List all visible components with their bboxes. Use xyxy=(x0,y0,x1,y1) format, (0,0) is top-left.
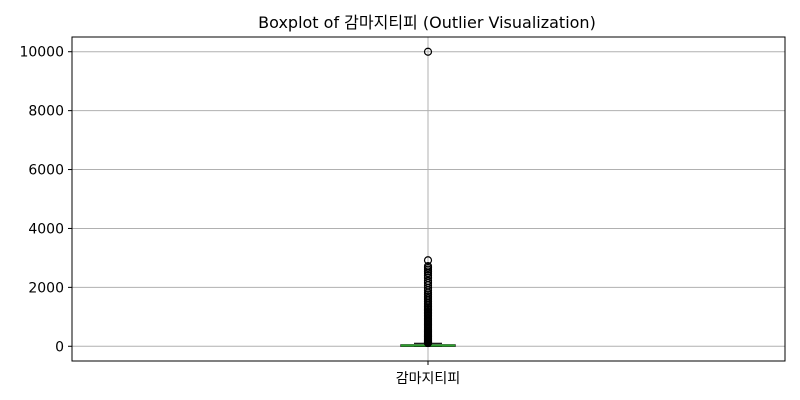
y-tick-label: 8000 xyxy=(28,104,64,120)
y-tick-label: 0 xyxy=(55,339,64,355)
chart-title: Boxplot of 감마지티피 (Outlier Visualization) xyxy=(258,13,596,32)
outlier-point xyxy=(423,269,433,278)
axis-layer: 0 2000 4000 6000 8000 10000 감마지티피 xyxy=(19,45,460,387)
outlier-point xyxy=(423,256,433,265)
plot-layer xyxy=(400,47,456,348)
grid-layer xyxy=(72,37,785,361)
outlier-point xyxy=(423,286,433,295)
x-tick-label: 감마지티피 xyxy=(396,371,460,387)
y-tick-label: 6000 xyxy=(28,163,64,179)
y-tick-label: 2000 xyxy=(28,280,64,296)
outlier-point xyxy=(423,47,433,56)
y-tick-label: 4000 xyxy=(28,221,64,237)
outlier-point xyxy=(423,338,433,348)
y-tick-label: 10000 xyxy=(19,45,64,61)
